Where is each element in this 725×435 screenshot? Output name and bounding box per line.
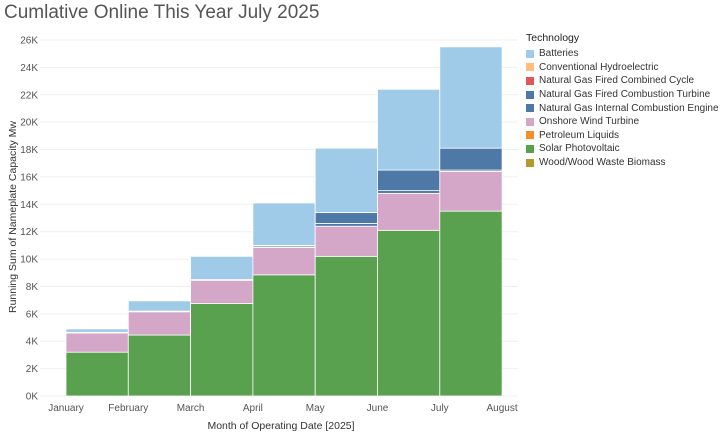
bar-segment[interactable] bbox=[439, 46, 503, 149]
legend-swatch bbox=[526, 76, 534, 85]
bar-segment[interactable] bbox=[439, 171, 503, 212]
y-tick-label: 12K bbox=[20, 227, 38, 238]
legend-label: Natural Gas Fired Combustion Turbine bbox=[539, 89, 711, 101]
x-tick-label: August bbox=[487, 403, 518, 414]
bar-segment[interactable] bbox=[190, 303, 254, 397]
bar-segment[interactable] bbox=[314, 147, 378, 213]
y-tick-label: 4K bbox=[26, 337, 39, 348]
bar-segment[interactable] bbox=[314, 212, 378, 224]
x-tick-label: January bbox=[48, 403, 84, 414]
y-tick-label: 10K bbox=[20, 255, 38, 266]
legend-label: Natural Gas Fired Combined Cycle bbox=[539, 75, 695, 87]
y-tick-label: 20K bbox=[20, 118, 38, 129]
legend-label: Conventional Hydroelectric bbox=[539, 61, 659, 73]
legend-item[interactable]: Natural Gas Fired Combined Cycle bbox=[526, 74, 719, 88]
y-tick-label: 22K bbox=[20, 90, 38, 101]
legend-item[interactable]: Batteries bbox=[526, 47, 719, 61]
bar-segment[interactable] bbox=[314, 223, 378, 227]
legend-label: Solar Photovoltaic bbox=[539, 143, 620, 155]
legend-item[interactable]: Natural Gas Internal Combustion Engine bbox=[526, 101, 719, 115]
bar-segment[interactable] bbox=[252, 247, 316, 276]
legend-item[interactable]: Natural Gas Fired Combustion Turbine bbox=[526, 88, 719, 102]
x-axis-ticks: January February March April May June July Augu… bbox=[48, 403, 518, 414]
legend-label: Batteries bbox=[539, 48, 579, 60]
legend-swatch bbox=[526, 49, 534, 58]
bar-segment[interactable] bbox=[439, 147, 503, 171]
y-tick-label: 18K bbox=[20, 145, 38, 156]
legend-label: Onshore Wind Turbine bbox=[539, 116, 640, 128]
bar-segment[interactable] bbox=[127, 311, 192, 336]
legend-swatch bbox=[526, 131, 534, 140]
bar-segment[interactable] bbox=[65, 332, 129, 353]
bar-segment[interactable] bbox=[127, 334, 192, 397]
bar-segment[interactable] bbox=[252, 202, 316, 246]
legend-swatch bbox=[526, 158, 534, 167]
x-tick-label: April bbox=[243, 403, 263, 414]
y-tick-label: 26K bbox=[20, 36, 38, 47]
legend-title: Technology bbox=[526, 32, 580, 44]
legend-swatch bbox=[526, 144, 534, 153]
x-axis-title: Month of Operating Date [2025] bbox=[207, 420, 354, 432]
legend-swatch bbox=[526, 104, 534, 113]
x-tick-label: July bbox=[431, 403, 449, 414]
bar-segment[interactable] bbox=[377, 88, 441, 171]
y-tick-label: 2K bbox=[26, 364, 39, 375]
y-tick-label: 16K bbox=[20, 172, 38, 183]
legend-items: Batteries Conventional Hydroelectric Natur… bbox=[526, 47, 719, 169]
legend-item[interactable]: Petroleum Liquids bbox=[526, 129, 719, 143]
legend-item[interactable]: Solar Photovoltaic bbox=[526, 142, 719, 156]
bar-segment[interactable] bbox=[190, 279, 254, 304]
y-tick-label: 6K bbox=[26, 309, 39, 320]
y-tick-label: 8K bbox=[26, 282, 39, 293]
bar-segment[interactable] bbox=[439, 210, 503, 397]
y-axis-title: Running Sum of Nameplate Capacity Mw bbox=[7, 121, 19, 313]
bar-segment[interactable] bbox=[377, 192, 441, 231]
legend-swatch bbox=[526, 63, 534, 72]
bar-segment[interactable] bbox=[377, 190, 441, 194]
bar-segment[interactable] bbox=[65, 351, 129, 397]
legend-label: Wood/Wood Waste Biomass bbox=[539, 157, 666, 169]
bar-segment[interactable] bbox=[377, 169, 441, 192]
legend: Technology Batteries Conventional Hydroel… bbox=[526, 32, 719, 169]
legend-item[interactable]: Wood/Wood Waste Biomass bbox=[526, 156, 719, 170]
legend-label: Natural Gas Internal Combustion Engine bbox=[539, 102, 719, 114]
y-tick-label: 0K bbox=[26, 392, 39, 403]
x-tick-label: May bbox=[306, 403, 325, 414]
bar-segment[interactable] bbox=[127, 300, 192, 312]
legend-label: Petroleum Liquids bbox=[539, 129, 620, 141]
bar-segment[interactable] bbox=[252, 274, 316, 397]
bar-segment[interactable] bbox=[314, 225, 378, 257]
y-axis-ticks: 0K 2K 4K 6K 8K 10K 12K 14K 16K 18K 20K 22K 24K 26K bbox=[20, 36, 38, 403]
bar-stacks bbox=[65, 46, 503, 397]
bar-segment[interactable] bbox=[377, 229, 441, 397]
y-tick-label: 14K bbox=[20, 200, 38, 211]
x-tick-label: March bbox=[177, 403, 205, 414]
y-tick-label: 24K bbox=[20, 63, 38, 74]
legend-swatch bbox=[526, 117, 534, 126]
bar-segment[interactable] bbox=[314, 255, 378, 397]
bar-segment[interactable] bbox=[65, 328, 129, 333]
x-tick-label: June bbox=[367, 403, 389, 414]
legend-swatch bbox=[526, 90, 534, 99]
legend-item[interactable]: Onshore Wind Turbine bbox=[526, 115, 719, 129]
chart-title: Cumlative Online This Year July 2025 bbox=[4, 2, 320, 23]
bar-segment[interactable] bbox=[190, 255, 254, 281]
x-tick-label: February bbox=[108, 403, 148, 414]
legend-item[interactable]: Conventional Hydroelectric bbox=[526, 61, 719, 75]
